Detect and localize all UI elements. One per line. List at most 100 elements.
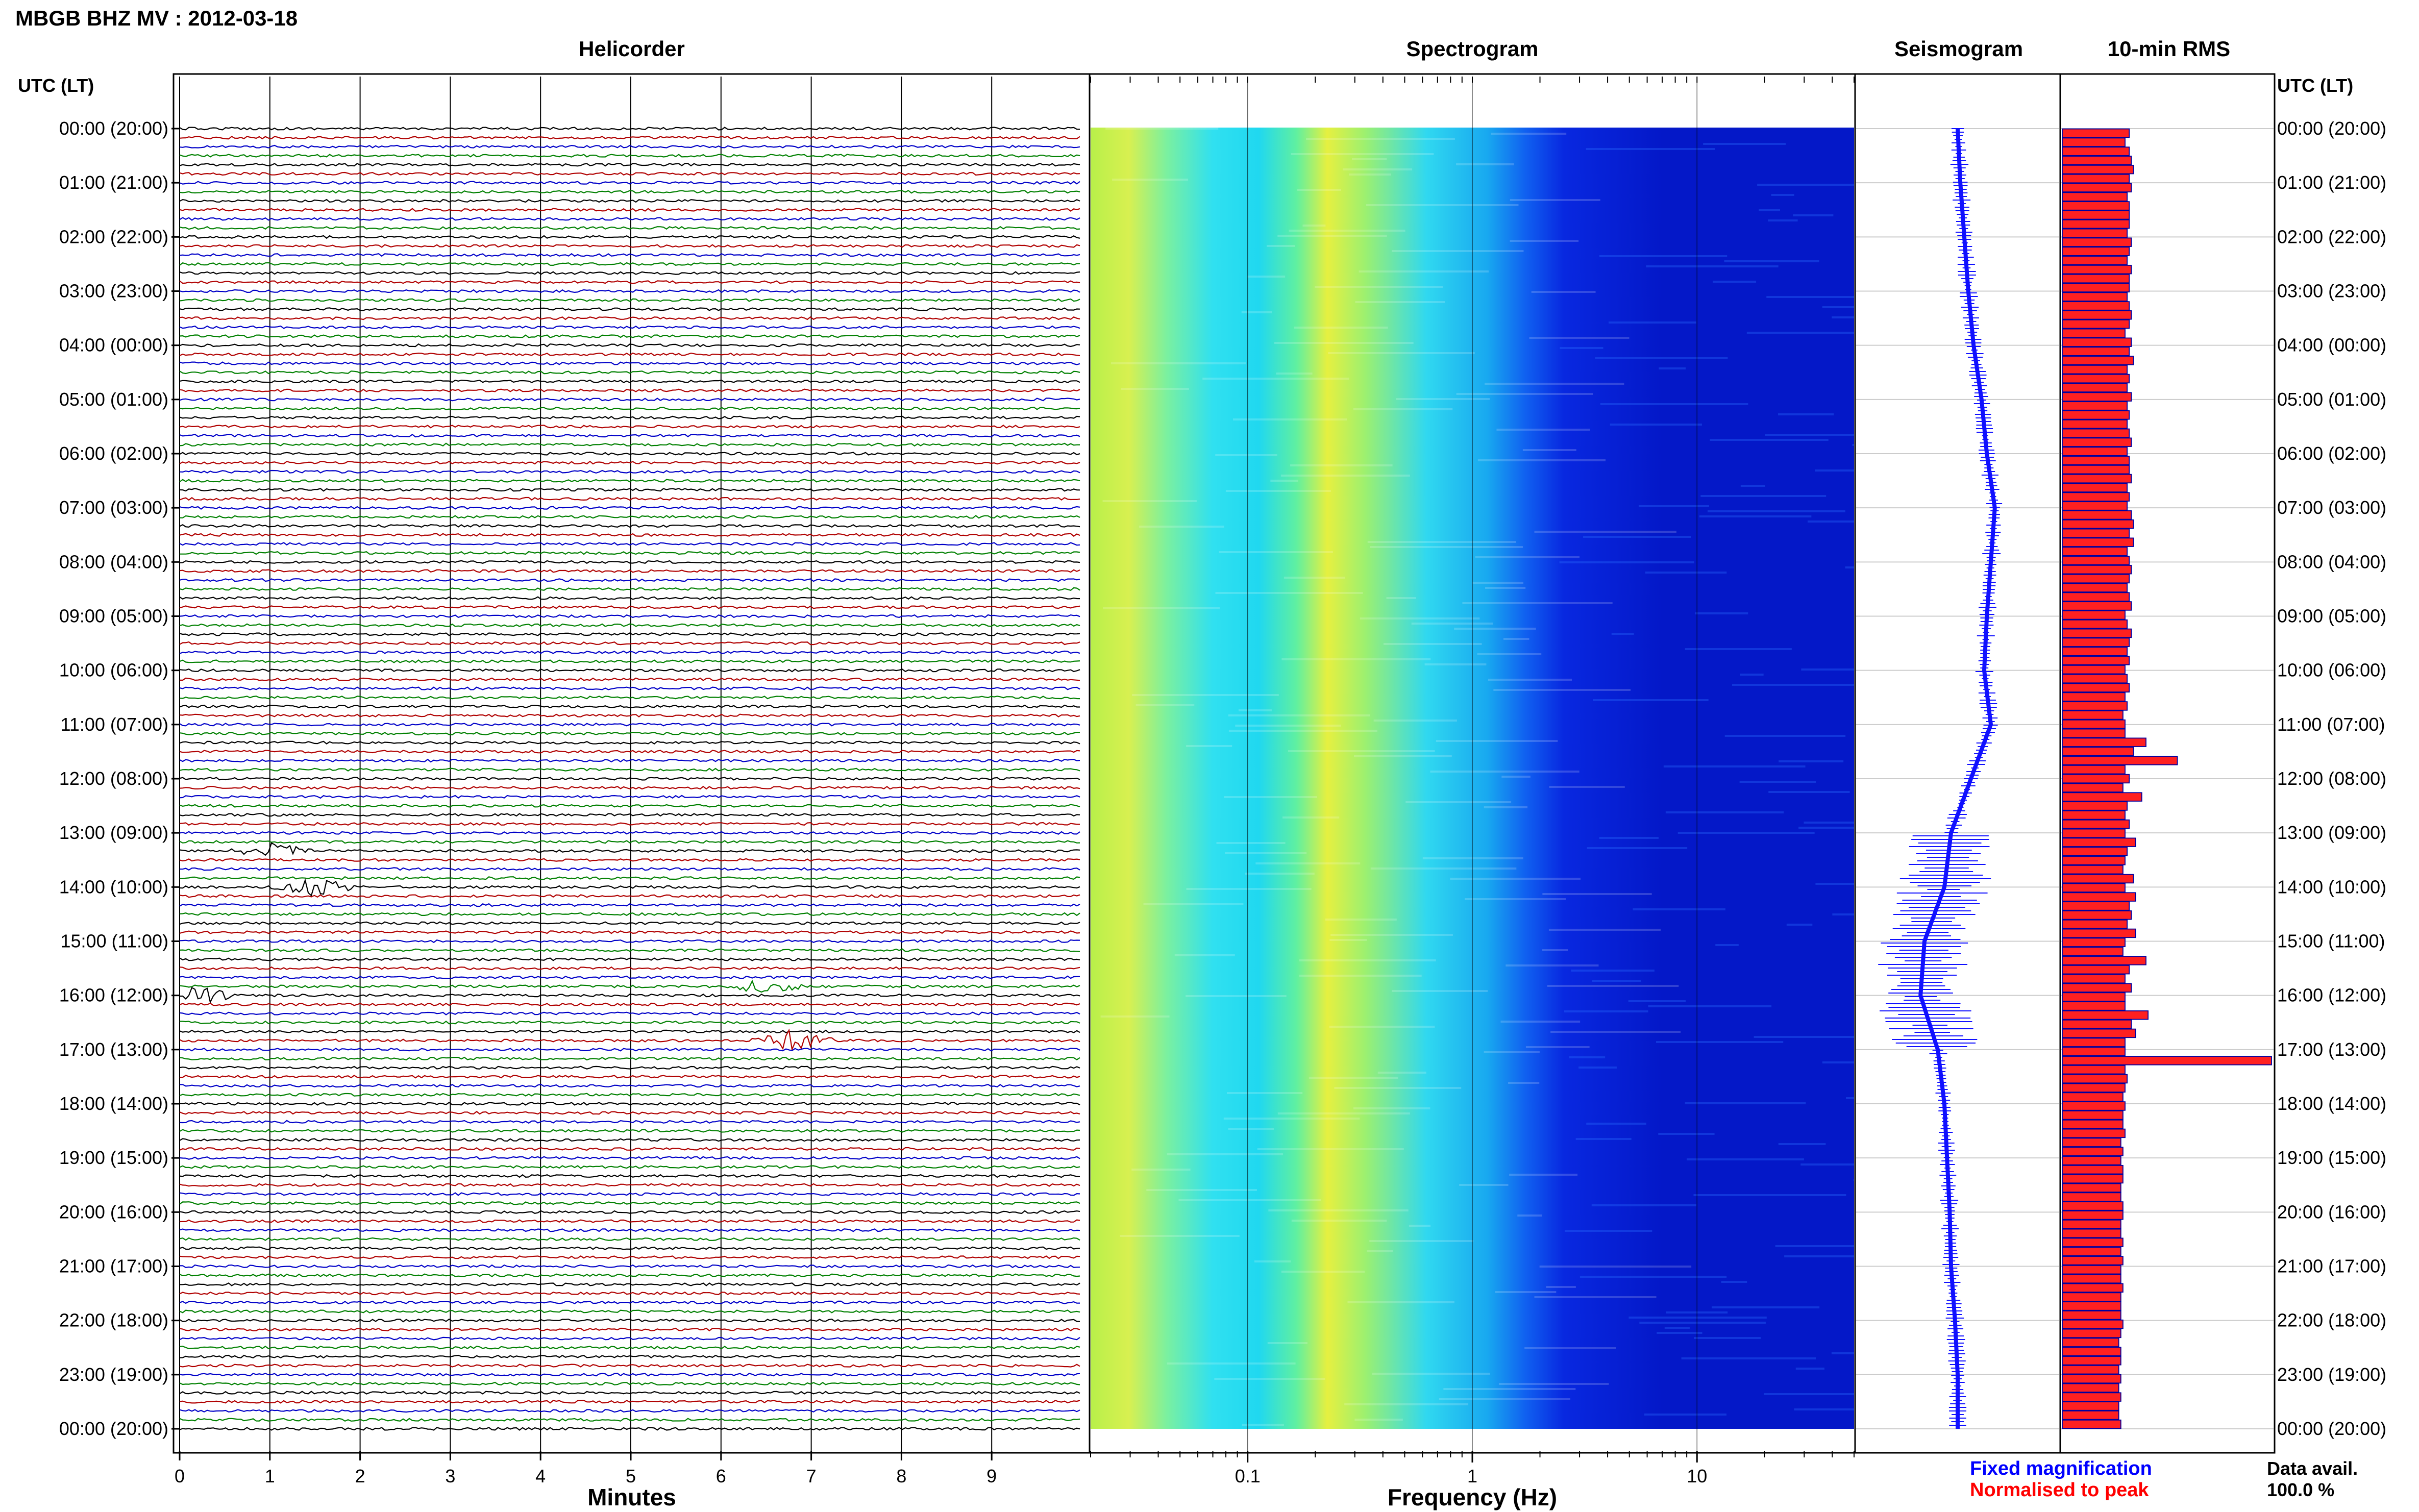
hour-label-left: 00:00 (20:00) xyxy=(59,1418,168,1439)
spectrogram-stripe xyxy=(1665,811,1784,813)
helicorder-trace-line xyxy=(179,1300,1080,1305)
helicorder-trace-line xyxy=(179,930,1080,934)
spectrogram-stripe xyxy=(1228,714,1370,716)
rms-bar xyxy=(2062,764,2126,775)
spectrogram-stripe xyxy=(1343,168,1413,170)
spectrogram-stripe xyxy=(1405,801,1512,803)
spectrogram-stripe xyxy=(1795,1368,1825,1370)
spectrogram-stripe xyxy=(1178,1199,1321,1201)
helicorder-trace-line xyxy=(179,560,1080,564)
minute-tick-label: 6 xyxy=(716,1466,726,1486)
rms-bar xyxy=(2062,656,2130,665)
helicorder-trace-line xyxy=(179,912,1080,916)
helicorder-trace-line xyxy=(179,704,1080,709)
rms-bar xyxy=(2062,1201,2124,1211)
spectrogram-stripe xyxy=(1472,582,1523,584)
spectrogram-stripe xyxy=(1242,1424,1284,1426)
spectrogram-stripe xyxy=(1794,1408,1854,1410)
spectrogram-stripe xyxy=(1450,878,1581,880)
spectrogram-stripe xyxy=(1139,526,1224,528)
helicorder-trace-line xyxy=(179,1391,1080,1395)
rms-bar xyxy=(2062,1365,2119,1375)
spectrogram-stripe xyxy=(1609,321,1696,324)
helicorder-trace-line xyxy=(179,171,1080,176)
spectrogram-stripe xyxy=(1546,1286,1576,1288)
helicorder-trace-line xyxy=(179,307,1080,311)
spectrogram-stripe xyxy=(1100,1015,1170,1018)
spectrogram-stripe xyxy=(1228,730,1377,732)
spectrogram-stripe xyxy=(1360,617,1480,619)
spectrogram-stripe xyxy=(1639,505,1709,507)
spectrogram-stripe xyxy=(1462,602,1613,604)
helicorder-trace-line xyxy=(179,488,1080,492)
spectrogram-stripe xyxy=(1832,913,1854,915)
helicorder-trace-line xyxy=(179,343,1080,348)
rms-bar xyxy=(2062,1119,2124,1129)
spectrogram-stripe xyxy=(1456,393,1593,395)
spectrogram-stripe xyxy=(1648,1005,1772,1007)
helicorder-trace-line xyxy=(179,1083,1080,1088)
helicorder-trace-line xyxy=(179,1228,1080,1232)
rms-bar xyxy=(2062,192,2128,202)
helicorder-trace-line xyxy=(179,758,1080,763)
rms-bar xyxy=(2062,1301,2121,1311)
hour-label-right: 10:00 (06:00) xyxy=(2277,660,2386,681)
spectrogram-stripe xyxy=(1233,418,1347,420)
spectrogram-stripe xyxy=(1370,546,1523,548)
helicorder-trace-line xyxy=(179,966,1080,971)
spectrogram-stripe xyxy=(1329,1026,1435,1028)
rms-bar xyxy=(2062,364,2128,375)
spectrogram-stripe xyxy=(1852,444,1854,446)
spectrogram-stripe xyxy=(1283,577,1345,579)
helicorder-trace-line xyxy=(179,352,1080,357)
seismogram-grid xyxy=(1856,128,2059,1429)
minute-tick-label: 4 xyxy=(535,1466,546,1486)
spectrogram-stripe xyxy=(1120,1235,1240,1237)
spectrogram-stripe xyxy=(1510,199,1600,201)
spectrogram-stripe xyxy=(1807,520,1854,523)
spectrogram-stripe xyxy=(1383,643,1482,645)
spectrogram-stripe xyxy=(1290,464,1393,466)
spectrogram-stripe xyxy=(1542,893,1652,895)
rms-bar xyxy=(2062,974,2126,984)
rms-bar xyxy=(2062,1092,2124,1102)
spectrogram-stripe xyxy=(1280,475,1410,477)
rms-bar xyxy=(2062,319,2130,329)
spectrogram-stripe xyxy=(1254,1260,1291,1262)
spectrogram-stripe xyxy=(1228,1128,1274,1130)
rms-bar xyxy=(2062,619,2128,629)
spectrogram-stripe xyxy=(1713,281,1757,283)
spectrogram-stripe xyxy=(1366,204,1519,206)
spectrogram-texture xyxy=(1100,128,1854,1426)
spectrogram-stripe xyxy=(1778,1143,1826,1145)
helicorder-trace-line xyxy=(180,876,1080,880)
spectrogram-stripe xyxy=(1102,500,1197,502)
spectrogram-stripe xyxy=(1759,209,1780,211)
helicorder-trace-line xyxy=(179,731,1080,736)
rms-bar xyxy=(2062,774,2130,784)
rms-bar xyxy=(2062,1247,2121,1256)
rms-bar xyxy=(2062,310,2132,320)
rms-bar xyxy=(2062,1174,2124,1184)
spectrogram-stripe xyxy=(1485,587,1526,589)
spectrogram-stripe xyxy=(1505,964,1599,966)
spectrogram-stripe xyxy=(1334,1087,1462,1089)
rms-bar xyxy=(2062,374,2130,384)
spectrogram-stripe xyxy=(1522,449,1576,451)
helicorder-trace-line xyxy=(179,979,1080,993)
spectrogram-stripe xyxy=(1353,755,1452,757)
spectrogram-stripe xyxy=(1510,240,1579,242)
rms-bar xyxy=(2062,610,2126,620)
spectrogram-stripe xyxy=(1845,1097,1854,1099)
rms-bar xyxy=(2062,1019,2132,1029)
helicorder-trace-line xyxy=(179,1346,1080,1350)
spectrogram-stripe xyxy=(1422,857,1523,859)
spectrogram-stripe xyxy=(1268,1209,1409,1211)
helicorder-trace-line xyxy=(179,903,1080,907)
spectrogram-stripe xyxy=(1110,362,1246,364)
rms-bar xyxy=(2062,1064,2126,1075)
spectrogram-stripe xyxy=(1687,1158,1804,1160)
frequency-tick-label: 10 xyxy=(1687,1466,1707,1486)
spectrogram-stripe xyxy=(1202,378,1349,380)
